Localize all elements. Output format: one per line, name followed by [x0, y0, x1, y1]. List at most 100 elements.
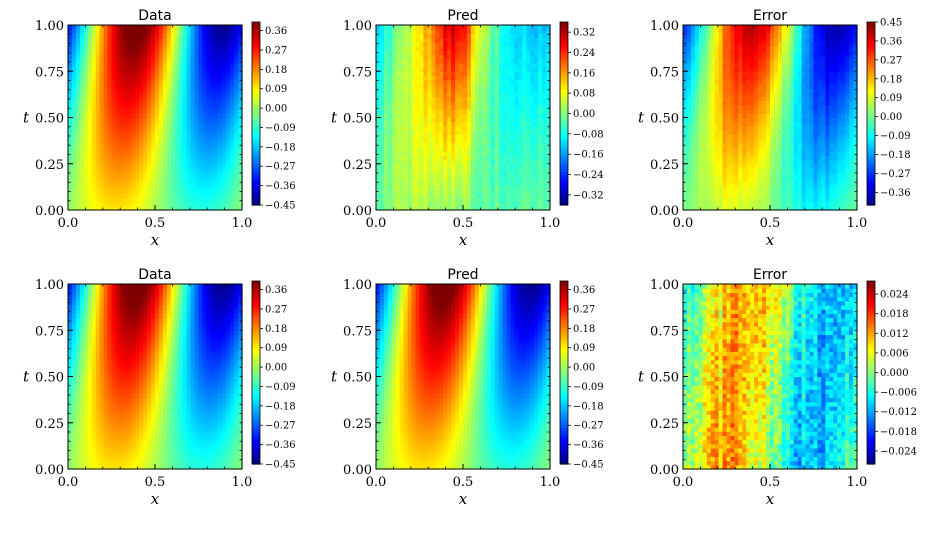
- heatmap-cell: [395, 134, 401, 140]
- heatmap-cell: [395, 33, 401, 39]
- heatmap-cell: [530, 134, 535, 140]
- heatmap-cell: [123, 130, 128, 135]
- heatmap-cell: [714, 184, 720, 190]
- heatmap-cell: [383, 50, 389, 56]
- heatmap-cell: [218, 197, 223, 203]
- heatmap-cell: [459, 92, 464, 98]
- colorbar-tick-label: 0.08: [573, 89, 595, 100]
- heatmap-cell: [226, 159, 231, 165]
- heatmap-cell: [694, 155, 700, 161]
- heatmap-cell: [218, 201, 223, 207]
- heatmap-cell: [510, 83, 515, 89]
- heatmap-cell: [170, 151, 176, 156]
- heatmap-cell: [155, 167, 160, 173]
- heatmap-cell: [494, 46, 500, 51]
- heatmap-cell: [738, 117, 743, 123]
- heatmap-cell: [730, 201, 735, 207]
- heatmap-cell: [482, 167, 488, 173]
- heatmap-cell: [431, 184, 436, 190]
- heatmap-cell: [166, 83, 172, 89]
- heatmap-cell: [474, 83, 480, 89]
- heatmap-cell: [399, 184, 405, 190]
- heatmap-cell: [502, 201, 508, 207]
- heatmap-cell: [107, 205, 113, 211]
- heatmap-cell: [182, 92, 188, 98]
- heatmap-cell: [415, 62, 421, 68]
- heatmap-cell: [111, 146, 117, 152]
- heatmap-cell: [178, 146, 184, 152]
- heatmap-cell: [155, 71, 160, 77]
- heatmap-cell: [111, 29, 117, 34]
- heatmap-cell: [135, 75, 140, 81]
- heatmap-cell: [87, 205, 93, 211]
- heatmap-cell: [435, 117, 440, 123]
- heatmap-cell: [714, 62, 720, 68]
- heatmap-cell: [734, 33, 739, 39]
- heatmap-cell: [123, 109, 128, 114]
- heatmap-cell: [107, 41, 113, 47]
- heatmap-cell: [534, 25, 539, 30]
- heatmap-cell: [522, 100, 527, 106]
- heatmap-cell: [690, 83, 696, 89]
- heatmap-cell: [111, 50, 117, 56]
- heatmap-cell: [427, 159, 432, 165]
- heatmap-cell: [391, 37, 397, 43]
- heatmap-cell: [718, 37, 724, 43]
- heatmap-cell: [151, 130, 156, 135]
- heatmap-cell: [742, 113, 747, 119]
- heatmap-cell: [210, 113, 215, 119]
- heatmap-cell: [95, 67, 101, 72]
- heatmap-cell: [502, 146, 508, 152]
- heatmap-cell: [542, 58, 547, 64]
- heatmap-cell: [174, 109, 180, 114]
- heatmap-cell: [234, 130, 239, 135]
- heatmap-cell: [439, 180, 444, 186]
- heatmap-cell: [534, 54, 539, 60]
- heatmap-cell: [111, 180, 117, 186]
- heatmap-cell: [526, 71, 531, 77]
- heatmap-cell: [722, 188, 728, 194]
- heatmap-cell: [738, 46, 743, 51]
- heatmap-cell: [162, 79, 168, 85]
- heatmap-cell: [234, 25, 239, 30]
- heatmap-cell: [75, 96, 81, 102]
- heatmap-cell: [690, 100, 696, 106]
- heatmap-cell: [206, 100, 211, 106]
- heatmap-cell: [702, 188, 708, 194]
- heatmap-cell: [698, 67, 704, 72]
- heatmap-cell: [451, 155, 456, 161]
- heatmap-cell: [439, 25, 444, 30]
- heatmap-cell: [494, 37, 500, 43]
- heatmap-cell: [230, 180, 235, 186]
- heatmap-cell: [202, 71, 207, 77]
- heatmap-cell: [706, 100, 712, 106]
- heatmap-cell: [91, 46, 97, 51]
- heatmap-cell: [218, 134, 223, 140]
- heatmap-cell: [202, 50, 207, 56]
- heatmap-cell: [427, 46, 432, 51]
- heatmap-cell: [99, 88, 105, 93]
- heatmap-cell: [99, 109, 105, 114]
- heatmap-cell: [234, 75, 239, 81]
- heatmap-cell: [698, 163, 704, 169]
- heatmap-cell: [238, 100, 243, 106]
- heatmap-cell: [710, 92, 716, 98]
- heatmap-cell: [99, 155, 105, 161]
- heatmap-cell: [403, 25, 409, 30]
- heatmap-cell: [714, 113, 720, 119]
- heatmap-cell: [174, 92, 180, 98]
- heatmap-cell: [459, 155, 464, 161]
- heatmap-cell: [198, 25, 204, 30]
- heatmap-cell: [702, 163, 708, 169]
- heatmap-cell: [690, 188, 696, 194]
- heatmap-cell: [494, 79, 500, 85]
- heatmap-cell: [226, 113, 231, 119]
- heatmap-cell: [730, 130, 735, 135]
- heatmap-cell: [522, 104, 527, 110]
- heatmap-cell: [139, 109, 144, 114]
- heatmap-cell: [698, 172, 704, 177]
- heatmap-cell: [694, 29, 700, 34]
- heatmap-cell: [518, 104, 523, 110]
- heatmap-cell: [91, 172, 97, 177]
- heatmap-cell: [706, 138, 712, 144]
